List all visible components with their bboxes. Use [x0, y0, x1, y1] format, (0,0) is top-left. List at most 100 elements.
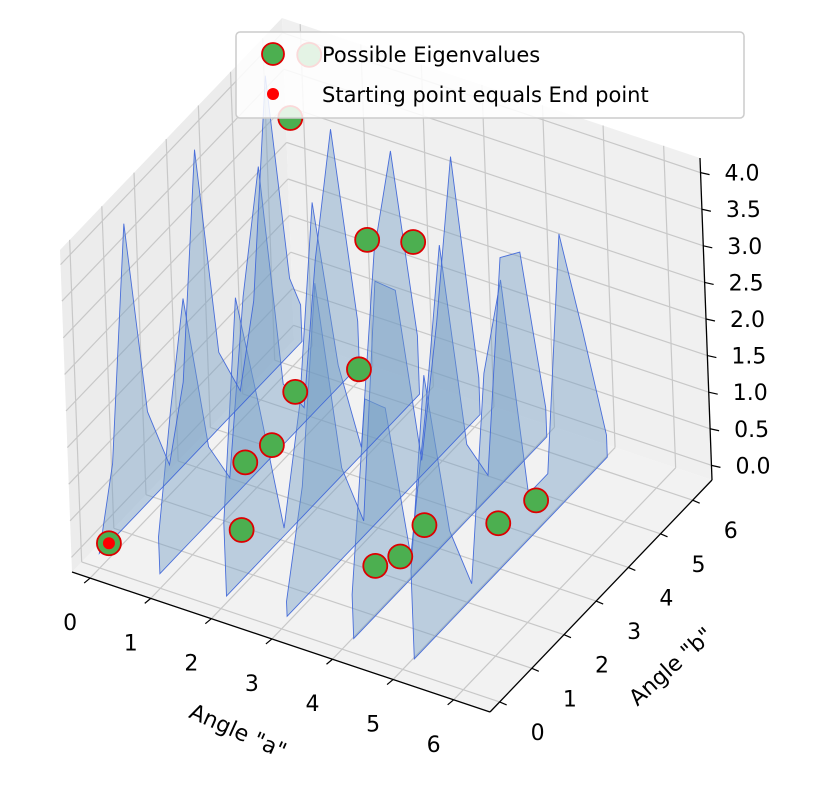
legend: Possible Eigenvalues Starting point equa…	[235, 31, 745, 119]
legend-marker-start-end	[267, 88, 279, 100]
x-tick-label: 5	[366, 713, 380, 738]
z-tick-label: 2.5	[729, 271, 764, 296]
grid-line-y	[242, 393, 661, 535]
grid-line-x	[89, 345, 313, 579]
surface	[98, 75, 608, 660]
z-tick-mark	[701, 208, 712, 212]
x-tick-label: 3	[245, 672, 259, 697]
z-tick-mark	[704, 281, 714, 285]
x-axis-line	[71, 571, 491, 713]
grid-line-z	[286, 141, 705, 283]
grid-line-y	[81, 561, 500, 703]
y-tick-label: 0	[531, 721, 545, 746]
z-tick-label: 3.5	[726, 198, 761, 223]
grid-line-z	[285, 105, 704, 247]
z-tick-label: 4.0	[725, 162, 760, 187]
grid-line-z	[287, 178, 707, 320]
y-tick-mark	[595, 600, 604, 605]
x-axis-label: Angle "a"	[185, 700, 290, 765]
z-tick-label: 1.0	[733, 381, 768, 406]
y-tick-label: 3	[627, 620, 641, 645]
z-tick-mark	[708, 391, 718, 395]
z-tick-label: 2.0	[730, 308, 765, 333]
grid-line-x	[453, 467, 677, 701]
y-tick-mark	[531, 667, 540, 672]
floor-pane	[72, 340, 712, 712]
z-tick-mark	[700, 172, 710, 176]
eigenvalue-point	[346, 356, 372, 383]
y-tick-label: 4	[659, 586, 673, 611]
legend-label-start-end: Starting point equals End point	[322, 83, 649, 107]
surface-ribbon	[286, 156, 481, 618]
x-tick-label: 1	[124, 631, 138, 656]
grid-line-z	[290, 251, 709, 393]
grid-line-x	[332, 426, 555, 660]
x-tick-label: 4	[305, 692, 319, 717]
grid-line-x	[271, 406, 495, 640]
x-tick-mark	[144, 597, 152, 604]
z-tick-label: 0.0	[735, 454, 770, 479]
eigenvalue-point	[258, 432, 285, 459]
x-tick-mark	[326, 658, 333, 665]
z-tick-label: 3.0	[727, 235, 762, 260]
y-tick-mark	[628, 566, 636, 571]
y-tick-label: 2	[595, 654, 609, 679]
grid-lines	[60, 24, 712, 703]
grid-line-z	[291, 288, 711, 430]
y-tick-mark	[660, 533, 668, 538]
grid-line-z	[293, 324, 712, 466]
x-tick-label: 0	[63, 611, 77, 636]
eigenvalue-point	[232, 449, 259, 476]
grid-line-z	[65, 178, 289, 412]
y-tick-mark	[499, 701, 507, 706]
x-tick-label: 2	[184, 652, 198, 677]
grid-line-y	[113, 527, 533, 669]
legend-label-eigenvalues: Possible Eigenvalues	[322, 43, 540, 67]
z-tick-mark	[707, 355, 717, 359]
grid-line-z	[68, 251, 292, 485]
y-tick-mark	[563, 634, 572, 639]
axes-panes	[60, 18, 712, 712]
eigenvalue-point	[523, 487, 550, 514]
surface-ribbon	[223, 150, 420, 598]
eigenvalue-point	[354, 226, 381, 253]
grid-line-y	[145, 494, 565, 636]
y-tick-label: 5	[692, 553, 706, 578]
eigenvalue-point	[228, 517, 255, 543]
grid-line-y	[177, 460, 597, 602]
eigenvalue-point	[387, 543, 414, 570]
eigenvalue-point	[282, 378, 309, 405]
eigenvalue-point	[362, 552, 389, 579]
x-tick-mark	[447, 699, 455, 706]
grid-line-z	[66, 215, 290, 449]
y-tick-label: 6	[724, 519, 738, 544]
z-tick-mark	[709, 428, 720, 432]
grid-line-x	[392, 447, 616, 680]
y-tick-label: 1	[563, 687, 577, 712]
z-tick-mark	[711, 464, 721, 468]
legend-marker-eigenvalues	[261, 42, 285, 66]
surface-ribbon	[98, 75, 303, 555]
grid-line-x	[210, 386, 434, 620]
data-points	[96, 41, 550, 579]
eigenvalue-point	[400, 229, 427, 255]
z-tick-label: 1.5	[731, 345, 766, 370]
grid-line-z	[71, 324, 294, 558]
grid-line-y	[274, 359, 693, 501]
x-tick-mark	[265, 638, 273, 645]
y-tick-mark	[692, 499, 700, 504]
x-tick-label: 6	[427, 733, 441, 758]
z-ticks: 0.0 0.5 1.0 1.5 2.0 2.5 3.0 3.5 4.0	[700, 162, 770, 479]
grid-line-z	[69, 288, 293, 522]
grid-line-z	[64, 141, 288, 375]
y-axis-line	[489, 479, 713, 713]
x-tick-mark	[83, 577, 91, 584]
z-tick-mark	[703, 245, 713, 249]
x-tick-mark	[386, 679, 394, 685]
surface-ribbon	[410, 233, 608, 660]
grid-line-z	[62, 105, 286, 339]
eigenvalue-point	[485, 510, 512, 537]
x-ticks: 0 1 2 3 4 5 6	[63, 577, 455, 758]
